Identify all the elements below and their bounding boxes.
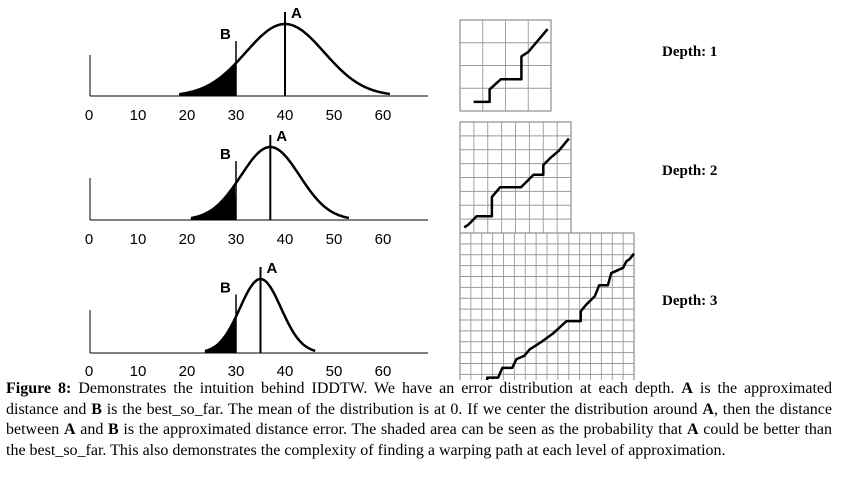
x-tick-label: 30: [228, 363, 245, 380]
label-b: B: [220, 26, 231, 43]
caption-fragment: Demonstrates the intuition behind IDDTW.…: [71, 380, 682, 397]
grid-depth-3: Depth: 3: [459, 232, 717, 380]
x-tick-label: 30: [228, 231, 245, 248]
figure-label: Figure 8:: [6, 380, 72, 397]
x-tick-label: 40: [277, 107, 294, 124]
x-tick-label: 20: [179, 231, 196, 248]
warping-path: [463, 137, 570, 229]
x-tick-label: 10: [130, 107, 147, 124]
warping-path: [485, 252, 635, 380]
caption-fragment: could be better than the best_so_far. Th…: [6, 421, 832, 459]
x-tick-label: 50: [326, 107, 343, 124]
label-a: A: [267, 260, 278, 277]
x-tick-label: 0: [85, 363, 93, 380]
label-a: A: [291, 5, 302, 22]
x-tick-label: 40: [277, 363, 294, 380]
x-tick-label: 0: [85, 231, 93, 248]
label-b: B: [220, 146, 231, 163]
x-tick-label: 60: [375, 231, 392, 248]
caption-symbol: B: [91, 400, 102, 418]
shaded-tail-area: [190, 184, 236, 220]
caption-symbol: A: [64, 421, 76, 438]
depth-label: Depth: 2: [662, 163, 717, 179]
caption-fragment: is the best_so_far. The mean of the dist…: [101, 400, 703, 418]
grid-depth-1: Depth: 1: [459, 19, 717, 112]
x-tick-label: 40: [277, 231, 294, 248]
shaded-tail-area: [204, 317, 236, 353]
caption-symbol: A: [681, 380, 693, 397]
depth-label: Depth: 3: [662, 293, 717, 309]
label-b: B: [220, 280, 231, 297]
x-tick-label: 50: [326, 231, 343, 248]
caption-symbol: A: [687, 421, 699, 438]
grid-depth-2: Depth: 2: [459, 121, 717, 234]
caption-fragment: is the approximated distance error. The …: [118, 421, 688, 438]
x-tick-label: 10: [130, 231, 147, 248]
x-tick-label: 50: [326, 363, 343, 380]
warping-path: [473, 28, 549, 104]
depth-label: Depth: 1: [662, 44, 717, 60]
label-a: A: [276, 128, 287, 145]
caption-symbol: A: [702, 400, 714, 418]
caption-text: Demonstrates the intuition behind IDDTW.…: [6, 380, 832, 459]
x-tick-label: 60: [375, 107, 392, 124]
caption-fragment: , then the distance between: [6, 400, 833, 439]
warping-path-grids: Depth: 1 Depth: 2 Depth: 3: [459, 19, 717, 380]
shaded-tail-area: [179, 63, 236, 96]
figure-8: B A 0 10 20 30 40 50 60 B A 0 10 20 30 40 50 60 B A 0 10 20 30 4…: [85, 5, 717, 380]
x-tick-label: 20: [179, 107, 196, 124]
caption-symbol: B: [108, 421, 119, 438]
distribution-panel-1: B A 0 10 20 30 40 50 60: [85, 5, 428, 124]
figure-caption: Figure 8: Demonstrates the intuition beh…: [6, 379, 832, 461]
distribution-panels: B A 0 10 20 30 40 50 60 B A 0 10 20 30 40 50 60 B A 0 10 20 30 4…: [85, 5, 428, 380]
x-tick-label: 10: [130, 363, 147, 380]
distribution-panel-3: B A 0 10 20 30 40 50 60: [85, 260, 428, 380]
x-tick-label: 20: [179, 363, 196, 380]
caption-fragment: is the approximated distance and: [6, 380, 833, 418]
x-tick-label: 0: [85, 107, 93, 124]
x-tick-label: 60: [375, 363, 392, 380]
x-tick-label: 30: [228, 107, 245, 124]
distribution-panel-2: B A 0 10 20 30 40 50 60: [85, 128, 428, 248]
caption-fragment: and: [75, 421, 109, 438]
